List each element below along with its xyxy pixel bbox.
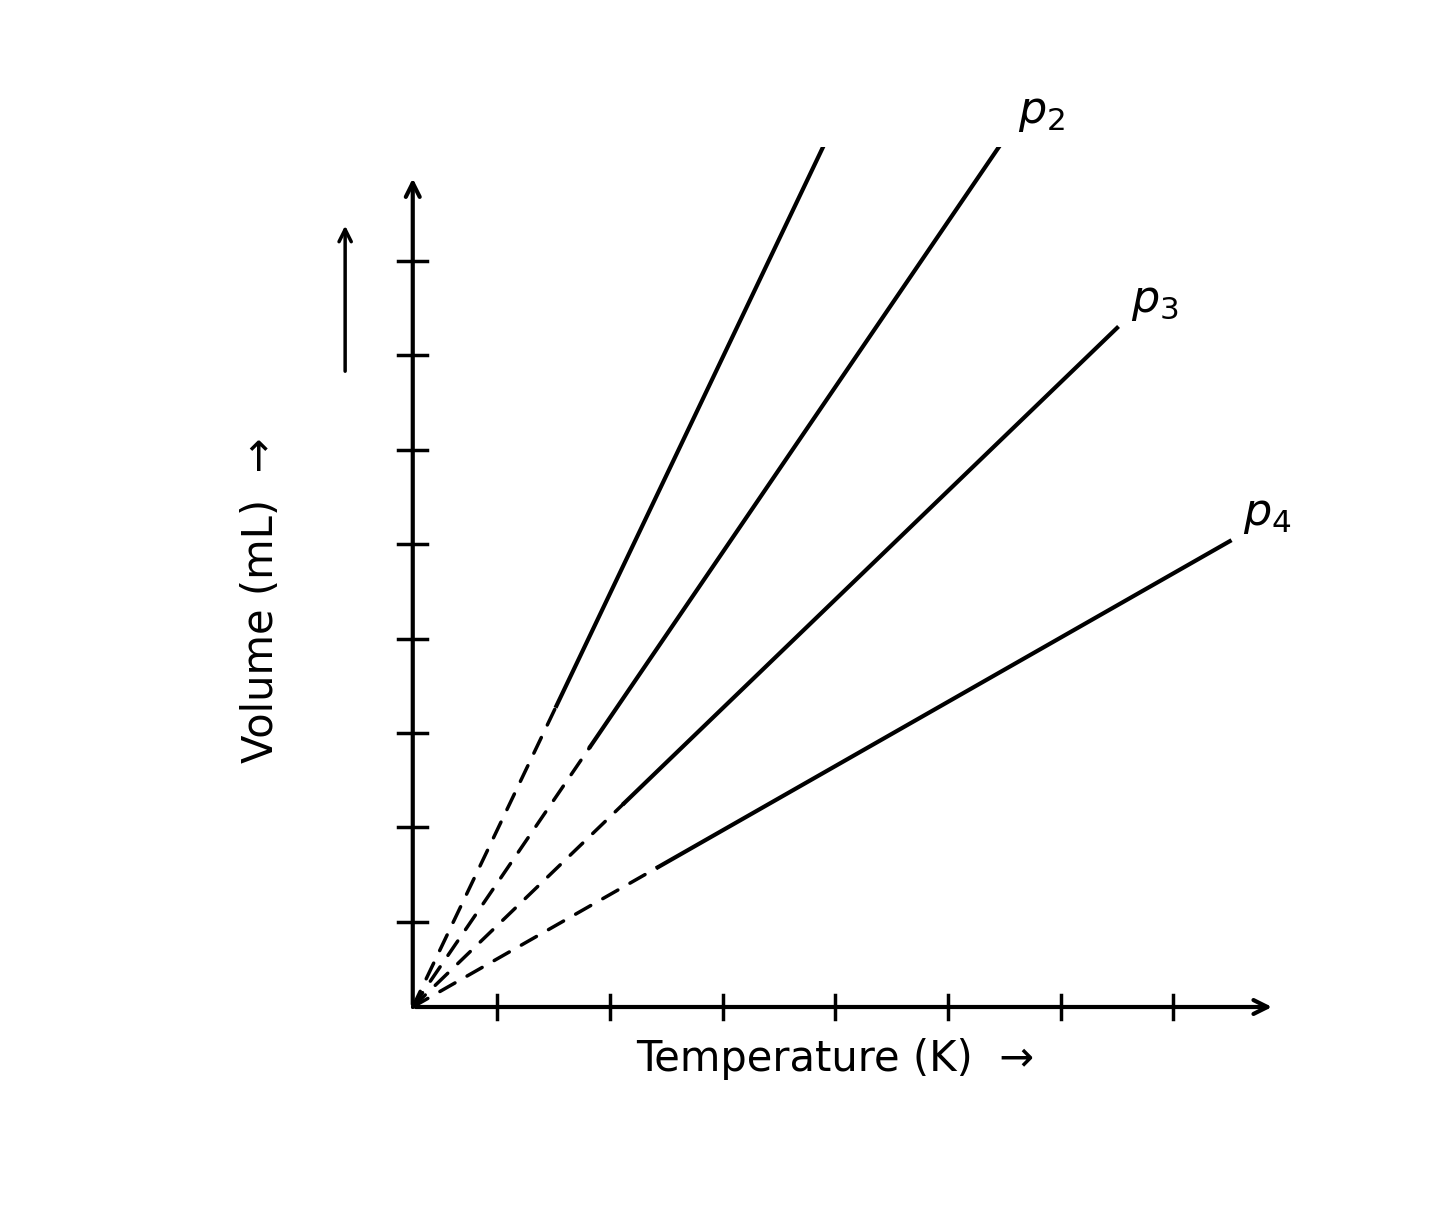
Text: $p_{4}$: $p_{4}$: [1243, 493, 1291, 536]
Text: Volume (mL)  →: Volume (mL) →: [240, 438, 282, 763]
Text: $p_{3}$: $p_{3}$: [1131, 280, 1178, 323]
Text: Temperature (K)  →: Temperature (K) →: [637, 1038, 1034, 1080]
Text: $p_{2}$: $p_{2}$: [1018, 91, 1064, 134]
